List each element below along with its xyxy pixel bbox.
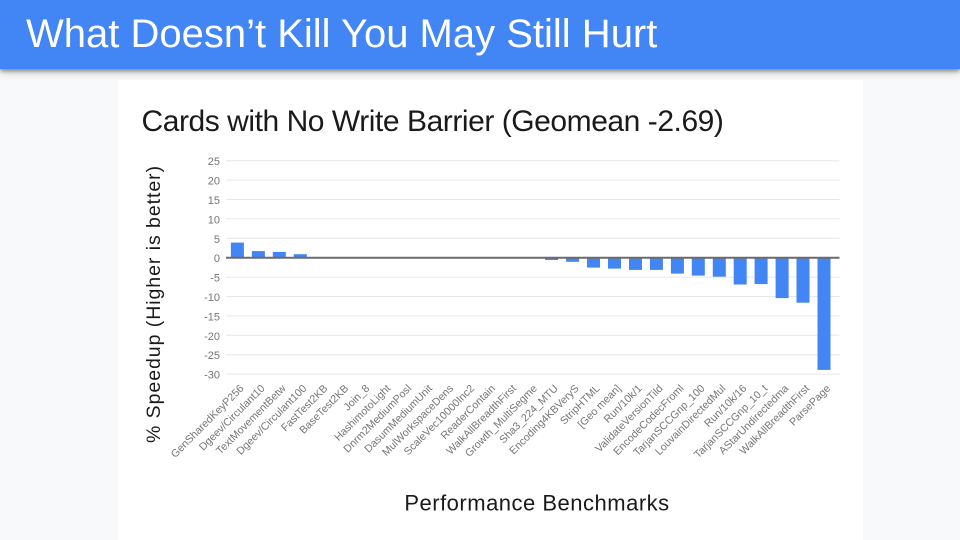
svg-text:% Speedup (Higher is better): % Speedup (Higher is better) (143, 165, 165, 443)
svg-text:25: 25 (208, 156, 220, 168)
svg-text:-30: -30 (204, 370, 220, 382)
svg-text:-10: -10 (204, 292, 220, 304)
svg-text:10: 10 (208, 214, 220, 226)
svg-text:15: 15 (208, 195, 220, 207)
svg-text:-5: -5 (210, 273, 220, 285)
svg-text:-15: -15 (204, 311, 220, 323)
svg-text:5: 5 (214, 234, 220, 246)
svg-text:0: 0 (214, 253, 220, 265)
svg-text:-25: -25 (204, 350, 220, 362)
svg-text:Performance Benchmarks: Performance Benchmarks (404, 491, 669, 516)
svg-text:20: 20 (208, 176, 220, 188)
svg-text:-20: -20 (204, 331, 220, 343)
svg-text:Cards with No Write Barrier (G: Cards with No Write Barrier (Geomean -2.… (142, 105, 724, 138)
